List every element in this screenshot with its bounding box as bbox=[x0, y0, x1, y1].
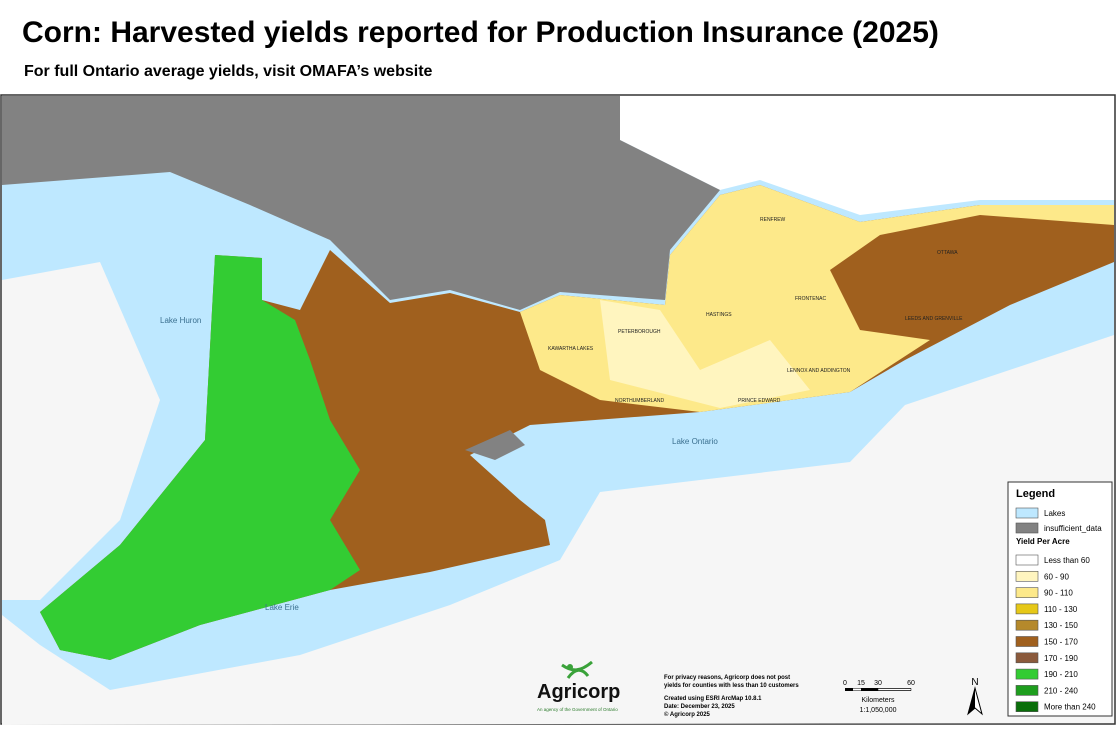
scale-tick: 30 bbox=[874, 680, 882, 687]
region-label: FRONTENAC bbox=[795, 296, 827, 302]
region-label: LEEDS AND GRENVILLE bbox=[905, 316, 963, 322]
logo-mark bbox=[561, 660, 593, 679]
legend-swatch bbox=[1015, 522, 1039, 534]
legend-swatch bbox=[1015, 570, 1039, 582]
legend-swatch bbox=[1015, 554, 1039, 566]
legend-label: 60 - 90 bbox=[1044, 572, 1069, 581]
subtitle: For full Ontario average yields, visit O… bbox=[24, 63, 433, 80]
scale-bar bbox=[853, 688, 861, 691]
legend-label: insufficient_data bbox=[1044, 524, 1102, 533]
michigan bbox=[2, 262, 160, 600]
map: Lake Huron Lake Ontario Lake Erie PETERB… bbox=[2, 96, 1114, 725]
legend-swatch bbox=[1015, 636, 1039, 647]
logo-dot bbox=[567, 664, 573, 670]
scale-tick: 0 bbox=[843, 680, 847, 687]
region-label: RENFREW bbox=[760, 217, 786, 223]
united-states bbox=[2, 335, 1114, 725]
legend-label: 150 - 170 bbox=[1044, 638, 1078, 647]
region-label: HASTINGS bbox=[706, 312, 732, 318]
toronto bbox=[465, 430, 525, 460]
lake-label: Lake Ontario bbox=[672, 437, 718, 446]
note: For privacy reasons, Agricorp does not p… bbox=[664, 675, 790, 681]
title: Corn: Harvested yields reported for Prod… bbox=[22, 16, 939, 49]
legend-label: 210 - 240 bbox=[1044, 686, 1078, 695]
legend: Legend Yield Per Acre Lakes insufficient_… bbox=[1007, 481, 1113, 717]
legend-swatch bbox=[1015, 701, 1039, 713]
legend-swatch bbox=[1015, 603, 1039, 615]
north-arrow bbox=[968, 688, 975, 714]
north-label: N bbox=[971, 677, 978, 688]
scale-tick: 15 bbox=[857, 680, 865, 687]
legend-label: 170 - 190 bbox=[1044, 654, 1078, 663]
northern-ontario bbox=[2, 96, 720, 310]
low-yield-area bbox=[600, 300, 810, 408]
legend-swatch bbox=[1015, 652, 1039, 664]
legend-label: 190 - 210 bbox=[1044, 670, 1078, 679]
region-label: OTTAWA bbox=[937, 250, 958, 256]
scale-ratio: 1:1,050,000 bbox=[860, 707, 897, 714]
legend-title: Legend bbox=[1016, 488, 1055, 500]
region-label: NORTHUMBERLAND bbox=[615, 398, 664, 404]
tagline: An agency of the Government of Ontario bbox=[537, 707, 618, 712]
legend-label: Lakes bbox=[1044, 509, 1065, 518]
lake-label: Lake Huron bbox=[160, 316, 201, 325]
legend-label: 90 - 110 bbox=[1044, 589, 1073, 598]
legend-label: Less than 60 bbox=[1044, 556, 1090, 565]
legend-label: 110 - 130 bbox=[1044, 605, 1078, 614]
region-label: LENNOX AND ADDINGTON bbox=[787, 368, 851, 374]
quebec bbox=[620, 96, 1114, 215]
legend-swatch bbox=[1015, 587, 1039, 598]
legend-swatch bbox=[1015, 685, 1039, 696]
scale-bar bbox=[877, 688, 912, 691]
legend-label: More than 240 bbox=[1044, 703, 1096, 712]
legend-swatch bbox=[1015, 668, 1039, 680]
legend-label: 130 - 150 bbox=[1044, 621, 1078, 630]
credit: Date: December 23, 2025 bbox=[664, 704, 735, 710]
legend-heading: Yield Per Acre bbox=[1016, 537, 1070, 546]
western-region bbox=[40, 255, 360, 660]
legend-swatch bbox=[1015, 619, 1039, 631]
logo: Agricorp bbox=[537, 681, 620, 703]
footer: Agricorp An agency of the Government of … bbox=[537, 660, 983, 718]
region-label: PRINCE EDWARD bbox=[738, 398, 781, 404]
region-label: PETERBOROUGH bbox=[618, 329, 661, 335]
legend-swatch bbox=[1015, 507, 1039, 519]
scale-tick: 60 bbox=[907, 680, 915, 687]
credit: Created using ESRI ArcMap 10.8.1 bbox=[664, 696, 762, 702]
region-label: KAWARTHA LAKES bbox=[548, 346, 594, 352]
scale-unit: Kilometers bbox=[861, 697, 895, 704]
lake-label: Lake Erie bbox=[265, 603, 299, 612]
credit: © Agricorp 2025 bbox=[664, 711, 711, 718]
note: yields for counties with less than 10 cu… bbox=[664, 683, 799, 689]
